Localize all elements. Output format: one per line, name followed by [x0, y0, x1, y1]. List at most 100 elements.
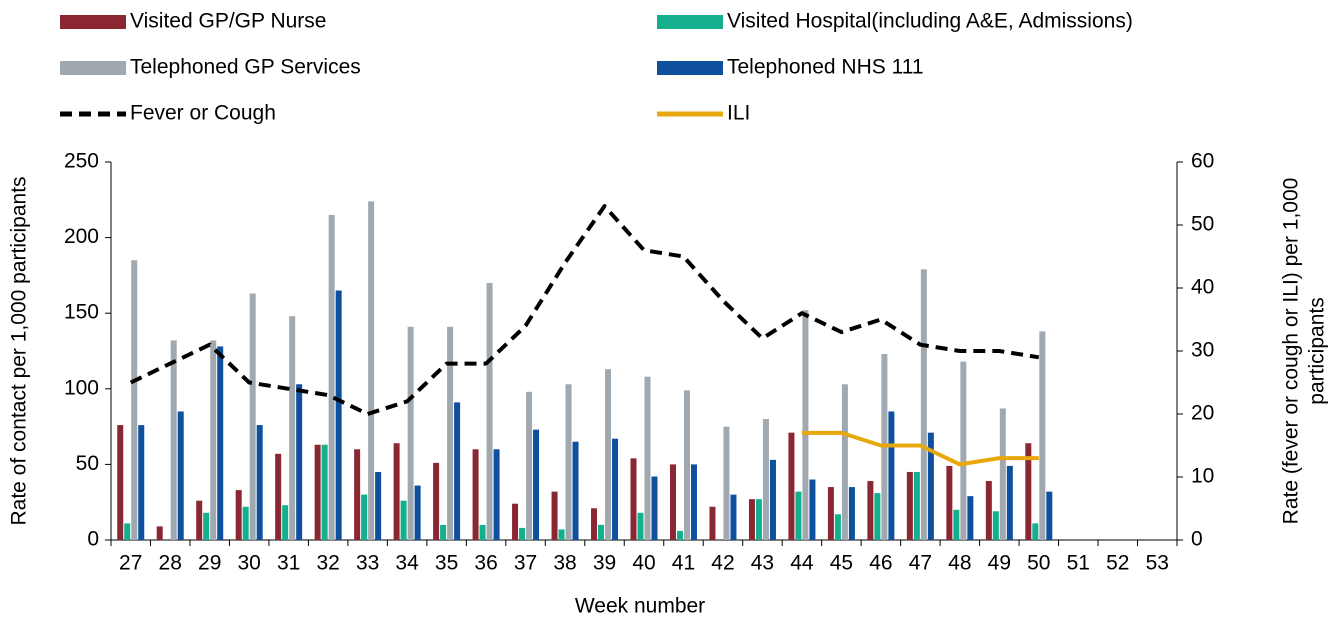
- legend-label: Visited GP/GP Nurse: [130, 10, 326, 33]
- bar: [946, 465, 953, 540]
- x-tick-label: 43: [751, 552, 774, 575]
- bar: [762, 419, 769, 540]
- bar: [249, 293, 256, 540]
- bar: [834, 514, 841, 540]
- legend-swatch: [657, 61, 723, 75]
- legend-swatch: [60, 15, 126, 29]
- x-tick-label: 38: [553, 552, 576, 575]
- x-tick-label: 27: [119, 552, 142, 575]
- x-tick-label: 49: [988, 552, 1011, 575]
- bar: [314, 444, 321, 540]
- bar: [454, 402, 461, 540]
- x-tick-label: 34: [395, 552, 419, 575]
- x-tick-label: 40: [632, 552, 655, 575]
- bar: [848, 487, 855, 540]
- bar: [217, 346, 224, 540]
- bar: [748, 499, 755, 540]
- bar: [723, 426, 730, 540]
- x-tick-label: 30: [238, 552, 261, 575]
- x-tick-label: 28: [159, 552, 182, 575]
- bar: [795, 491, 802, 540]
- bar: [572, 441, 579, 540]
- bar: [472, 449, 479, 540]
- x-tick-label: 53: [1146, 552, 1169, 575]
- y-tick-label: 150: [64, 301, 99, 324]
- bar: [440, 524, 447, 540]
- bar: [368, 201, 375, 540]
- bar: [433, 462, 440, 540]
- bar: [400, 500, 407, 540]
- bar: [867, 481, 874, 540]
- bar: [802, 310, 809, 540]
- y2-tick-label: 20: [1191, 402, 1214, 425]
- bar: [512, 503, 519, 540]
- legend-label: ILI: [727, 102, 750, 125]
- y-tick-label: 0: [87, 528, 99, 551]
- bar: [242, 506, 249, 540]
- bar: [906, 471, 913, 540]
- bar: [519, 527, 526, 540]
- bar: [999, 408, 1006, 540]
- bar: [967, 496, 974, 540]
- bar: [985, 481, 992, 540]
- bar: [565, 384, 572, 540]
- bar: [1025, 443, 1032, 540]
- line-series: [129, 204, 1040, 416]
- bar: [927, 432, 934, 540]
- bar: [275, 453, 282, 540]
- x-tick-label: 39: [593, 552, 616, 575]
- bar: [841, 384, 848, 540]
- y2-tick-label: 50: [1191, 213, 1214, 236]
- bar: [676, 530, 683, 540]
- bar: [328, 214, 335, 541]
- bar: [690, 464, 697, 540]
- bar: [235, 490, 242, 540]
- bar: [730, 494, 737, 540]
- bar: [637, 512, 644, 540]
- x-tick-label: 44: [790, 552, 814, 575]
- x-tick-label: 45: [830, 552, 853, 575]
- x-tick-label: 42: [711, 552, 734, 575]
- bar: [788, 432, 795, 540]
- bar: [361, 494, 368, 540]
- bar: [393, 443, 400, 540]
- bar: [591, 508, 598, 540]
- x-tick-label: 51: [1067, 552, 1090, 575]
- bar: [177, 411, 184, 540]
- y2-tick-label: 30: [1191, 339, 1214, 362]
- y-tick-label: 100: [64, 376, 99, 399]
- x-tick-label: 29: [198, 552, 221, 575]
- bar: [827, 487, 834, 540]
- bar: [414, 485, 421, 540]
- bar: [612, 438, 619, 540]
- bar: [170, 340, 177, 540]
- y2-axis-title: participants: [1306, 297, 1329, 404]
- x-tick-label: 33: [356, 552, 379, 575]
- bar: [598, 524, 605, 540]
- x-tick-label: 36: [474, 552, 497, 575]
- bar: [960, 361, 967, 540]
- y2-tick-label: 40: [1191, 276, 1214, 299]
- x-tick-label: 52: [1106, 552, 1129, 575]
- bar: [289, 316, 296, 540]
- x-tick-label: 35: [435, 552, 458, 575]
- bar: [953, 509, 960, 540]
- x-tick-label: 50: [1027, 552, 1050, 575]
- y-tick-label: 200: [64, 225, 99, 248]
- bar: [874, 493, 881, 540]
- bar: [256, 425, 263, 540]
- x-tick-label: 37: [514, 552, 537, 575]
- x-tick-label: 48: [948, 552, 971, 575]
- bar: [210, 340, 217, 540]
- bar: [558, 529, 565, 540]
- bar: [117, 425, 124, 540]
- bar: [888, 411, 895, 540]
- bar: [282, 505, 289, 540]
- bar: [447, 326, 454, 540]
- bar: [920, 269, 927, 540]
- bar: [533, 429, 540, 540]
- bar: [486, 282, 493, 540]
- legend-swatch: [657, 15, 723, 29]
- bar: [605, 369, 612, 540]
